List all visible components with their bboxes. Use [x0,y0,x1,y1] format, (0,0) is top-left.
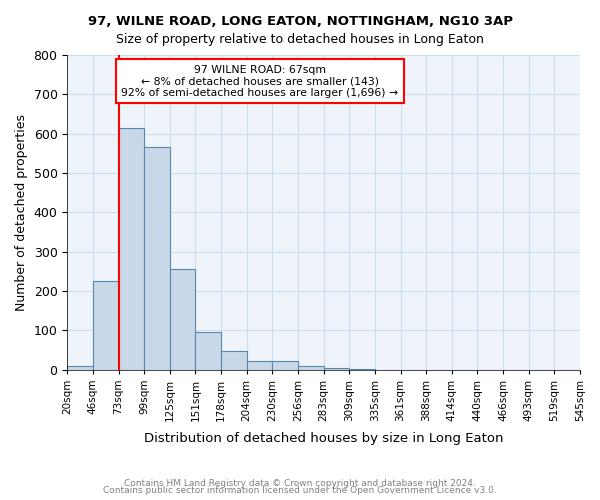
Bar [196,332,221,370]
Bar [144,148,170,370]
Bar [93,281,119,370]
X-axis label: Distribution of detached houses by size in Long Eaton: Distribution of detached houses by size … [144,432,503,445]
Text: Contains HM Land Registry data © Crown copyright and database right 2024.: Contains HM Land Registry data © Crown c… [124,478,476,488]
Text: 97, WILNE ROAD, LONG EATON, NOTTINGHAM, NG10 3AP: 97, WILNE ROAD, LONG EATON, NOTTINGHAM, … [88,15,512,28]
Text: Size of property relative to detached houses in Long Eaton: Size of property relative to detached ho… [116,32,484,46]
Bar [170,270,196,370]
Bar [247,360,272,370]
Bar [298,366,323,370]
Bar [119,128,144,370]
Bar [323,368,349,370]
Text: 97 WILNE ROAD: 67sqm
← 8% of detached houses are smaller (143)
92% of semi-detac: 97 WILNE ROAD: 67sqm ← 8% of detached ho… [121,65,398,98]
Y-axis label: Number of detached properties: Number of detached properties [15,114,28,311]
Bar [67,366,93,370]
Bar [349,368,375,370]
Bar [272,360,298,370]
Bar [221,351,247,370]
Text: Contains public sector information licensed under the Open Government Licence v3: Contains public sector information licen… [103,486,497,495]
